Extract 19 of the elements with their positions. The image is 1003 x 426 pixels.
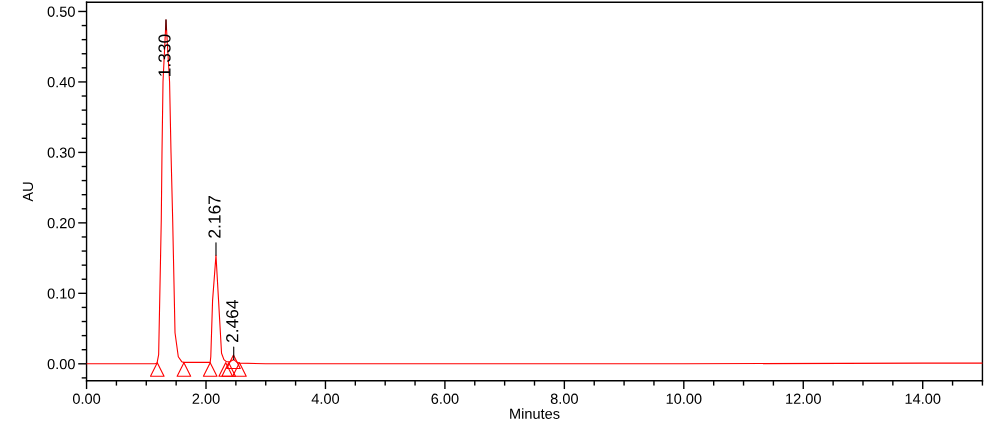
- y-tick-label: 0.20: [47, 217, 75, 229]
- x-tick-label: 2.00: [192, 393, 220, 404]
- y-tick-label: 0.40: [47, 77, 75, 88]
- annotation: 2.464: [226, 299, 239, 343]
- y-tick-label: 0.50: [47, 6, 75, 17]
- x-tick-label: 10.00: [666, 393, 702, 404]
- annotation: 2.167: [208, 196, 221, 238]
- x-tick-label: 6.00: [431, 393, 459, 404]
- y-tick-label: 0.30: [47, 147, 75, 158]
- annotation: 1.330: [158, 34, 171, 76]
- x-tick-label: 8.00: [550, 393, 578, 404]
- x-tick-label: 12.00: [786, 393, 821, 404]
- x-tick-label: 0.00: [72, 393, 101, 404]
- y-tick-label: 0.00: [47, 358, 75, 370]
- x-tick-label: 14.00: [905, 393, 941, 404]
- y-tick-label: 0.10: [47, 288, 75, 299]
- x-axis-title: Minutes: [510, 408, 560, 419]
- y-axis-title: AU: [22, 182, 34, 202]
- x-tick-label: 4.00: [311, 393, 340, 404]
